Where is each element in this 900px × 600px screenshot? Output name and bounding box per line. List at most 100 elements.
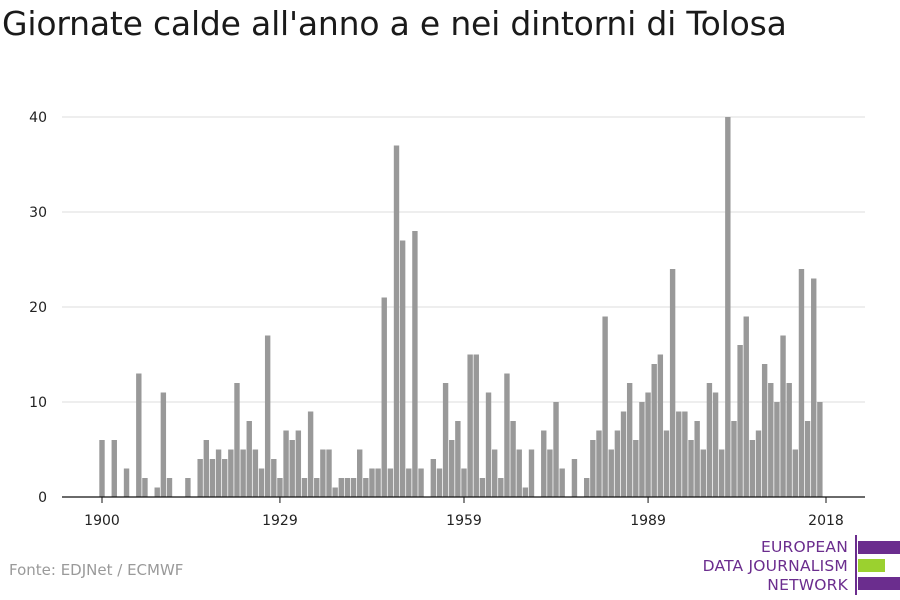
bar-1958	[455, 421, 461, 497]
bar-1995	[682, 411, 688, 497]
bar-2013	[792, 449, 799, 497]
logo-bar-purple-top	[858, 541, 900, 554]
bar-1925	[252, 449, 259, 497]
bar-1954	[430, 459, 437, 497]
bar-2000	[712, 392, 719, 497]
logo-text-line-1: EUROPEAN	[760, 538, 848, 556]
bar-1920	[222, 459, 228, 497]
bar-1916	[197, 459, 203, 497]
bar-2001	[719, 449, 725, 497]
bar-1906	[136, 373, 142, 497]
bar-1934	[307, 411, 314, 497]
bar-1928	[271, 459, 277, 497]
bar-1949	[399, 240, 406, 497]
bar-1951	[412, 231, 418, 497]
bar-1999	[706, 383, 713, 497]
bar-1977	[571, 459, 578, 497]
bars	[99, 117, 823, 497]
gridlines	[62, 116, 865, 403]
bar-2002	[725, 117, 731, 497]
edjnet-logo: EUROPEAN DATA JOURNALISM NETWORK	[700, 535, 900, 595]
axes: 0 10 20 30 40 1900 1929 1959 1989 2018	[29, 110, 865, 529]
bar-1963	[485, 392, 492, 497]
bar-1974	[553, 402, 559, 497]
bar-2016	[811, 278, 817, 497]
bar-1909	[154, 487, 160, 497]
bar-2014	[798, 269, 805, 497]
bar-1996	[688, 440, 694, 497]
bar-1952	[418, 468, 424, 497]
bar-2003	[731, 421, 737, 497]
bar-1945	[375, 468, 381, 497]
bar-1957	[449, 440, 455, 497]
bar-1923	[240, 449, 246, 497]
chart-title: Giornate calde all'anno a e nei dintorni…	[2, 4, 787, 43]
bar-1959	[461, 468, 467, 497]
bar-1917	[203, 440, 210, 497]
bar-1992	[663, 430, 670, 497]
x-tick-label: 2018	[808, 513, 844, 529]
source-note: Fonte: EDJNet / ECMWF	[9, 561, 184, 579]
y-tick-label: 20	[29, 300, 47, 316]
bar-1975	[559, 468, 565, 497]
bar-1940	[344, 478, 351, 497]
bar-1968	[516, 449, 522, 497]
bar-1902	[111, 440, 117, 497]
bar-2007	[755, 430, 762, 497]
bar-1989	[645, 392, 651, 497]
bar-1985	[620, 411, 627, 497]
bar-1972	[541, 430, 547, 497]
bar-1998	[700, 449, 706, 497]
bar-1921	[228, 449, 234, 497]
bar-1969	[522, 487, 529, 497]
bar-1984	[614, 430, 621, 497]
bar-1930	[283, 430, 289, 497]
bar-1900	[99, 440, 105, 497]
bar-1911	[166, 478, 173, 497]
y-tick-label: 10	[29, 395, 47, 411]
bar-2010	[774, 402, 780, 497]
bar-1946	[381, 297, 387, 497]
bar-1962	[479, 478, 486, 497]
bar-1935	[314, 478, 320, 497]
bar-1973	[547, 449, 553, 497]
bar-1950	[406, 468, 412, 497]
bar-1919	[215, 449, 222, 497]
bar-1944	[369, 468, 375, 497]
bar-chart: 0 10 20 30 40 1900 1929 1959 1989 2018	[29, 110, 865, 529]
bar-1993	[669, 269, 676, 497]
bar-1960	[467, 354, 473, 497]
bar-1922	[234, 383, 240, 497]
bar-2011	[780, 335, 786, 497]
x-tick-label: 1900	[84, 513, 120, 529]
bar-2004	[737, 345, 743, 497]
bar-1914	[185, 478, 191, 497]
bar-1948	[393, 145, 400, 497]
bar-1929	[277, 478, 283, 497]
bar-1967	[510, 421, 516, 497]
bar-1942	[357, 449, 363, 497]
bar-1926	[258, 468, 265, 497]
bar-1947	[387, 468, 394, 497]
bar-1987	[633, 440, 639, 497]
bar-1937	[326, 449, 332, 497]
bar-1964	[491, 449, 498, 497]
bar-2008	[761, 364, 768, 497]
bar-1931	[289, 440, 295, 497]
y-tick-label: 30	[29, 205, 47, 221]
bar-1943	[363, 478, 369, 497]
bar-1980	[590, 440, 596, 497]
bar-1927	[264, 335, 271, 497]
bar-1966	[504, 373, 510, 497]
bar-1981	[596, 430, 602, 497]
bar-1939	[338, 478, 344, 497]
bar-1965	[498, 478, 504, 497]
y-tick-label: 40	[29, 110, 47, 126]
bar-2012	[786, 383, 792, 497]
bar-1907	[142, 478, 148, 497]
x-tick-label: 1989	[630, 513, 666, 529]
bar-1936	[320, 449, 326, 497]
bar-1938	[332, 487, 338, 497]
logo-text-line-2: DATA JOURNALISM	[702, 557, 848, 575]
logo-text-line-3: NETWORK	[767, 576, 848, 594]
